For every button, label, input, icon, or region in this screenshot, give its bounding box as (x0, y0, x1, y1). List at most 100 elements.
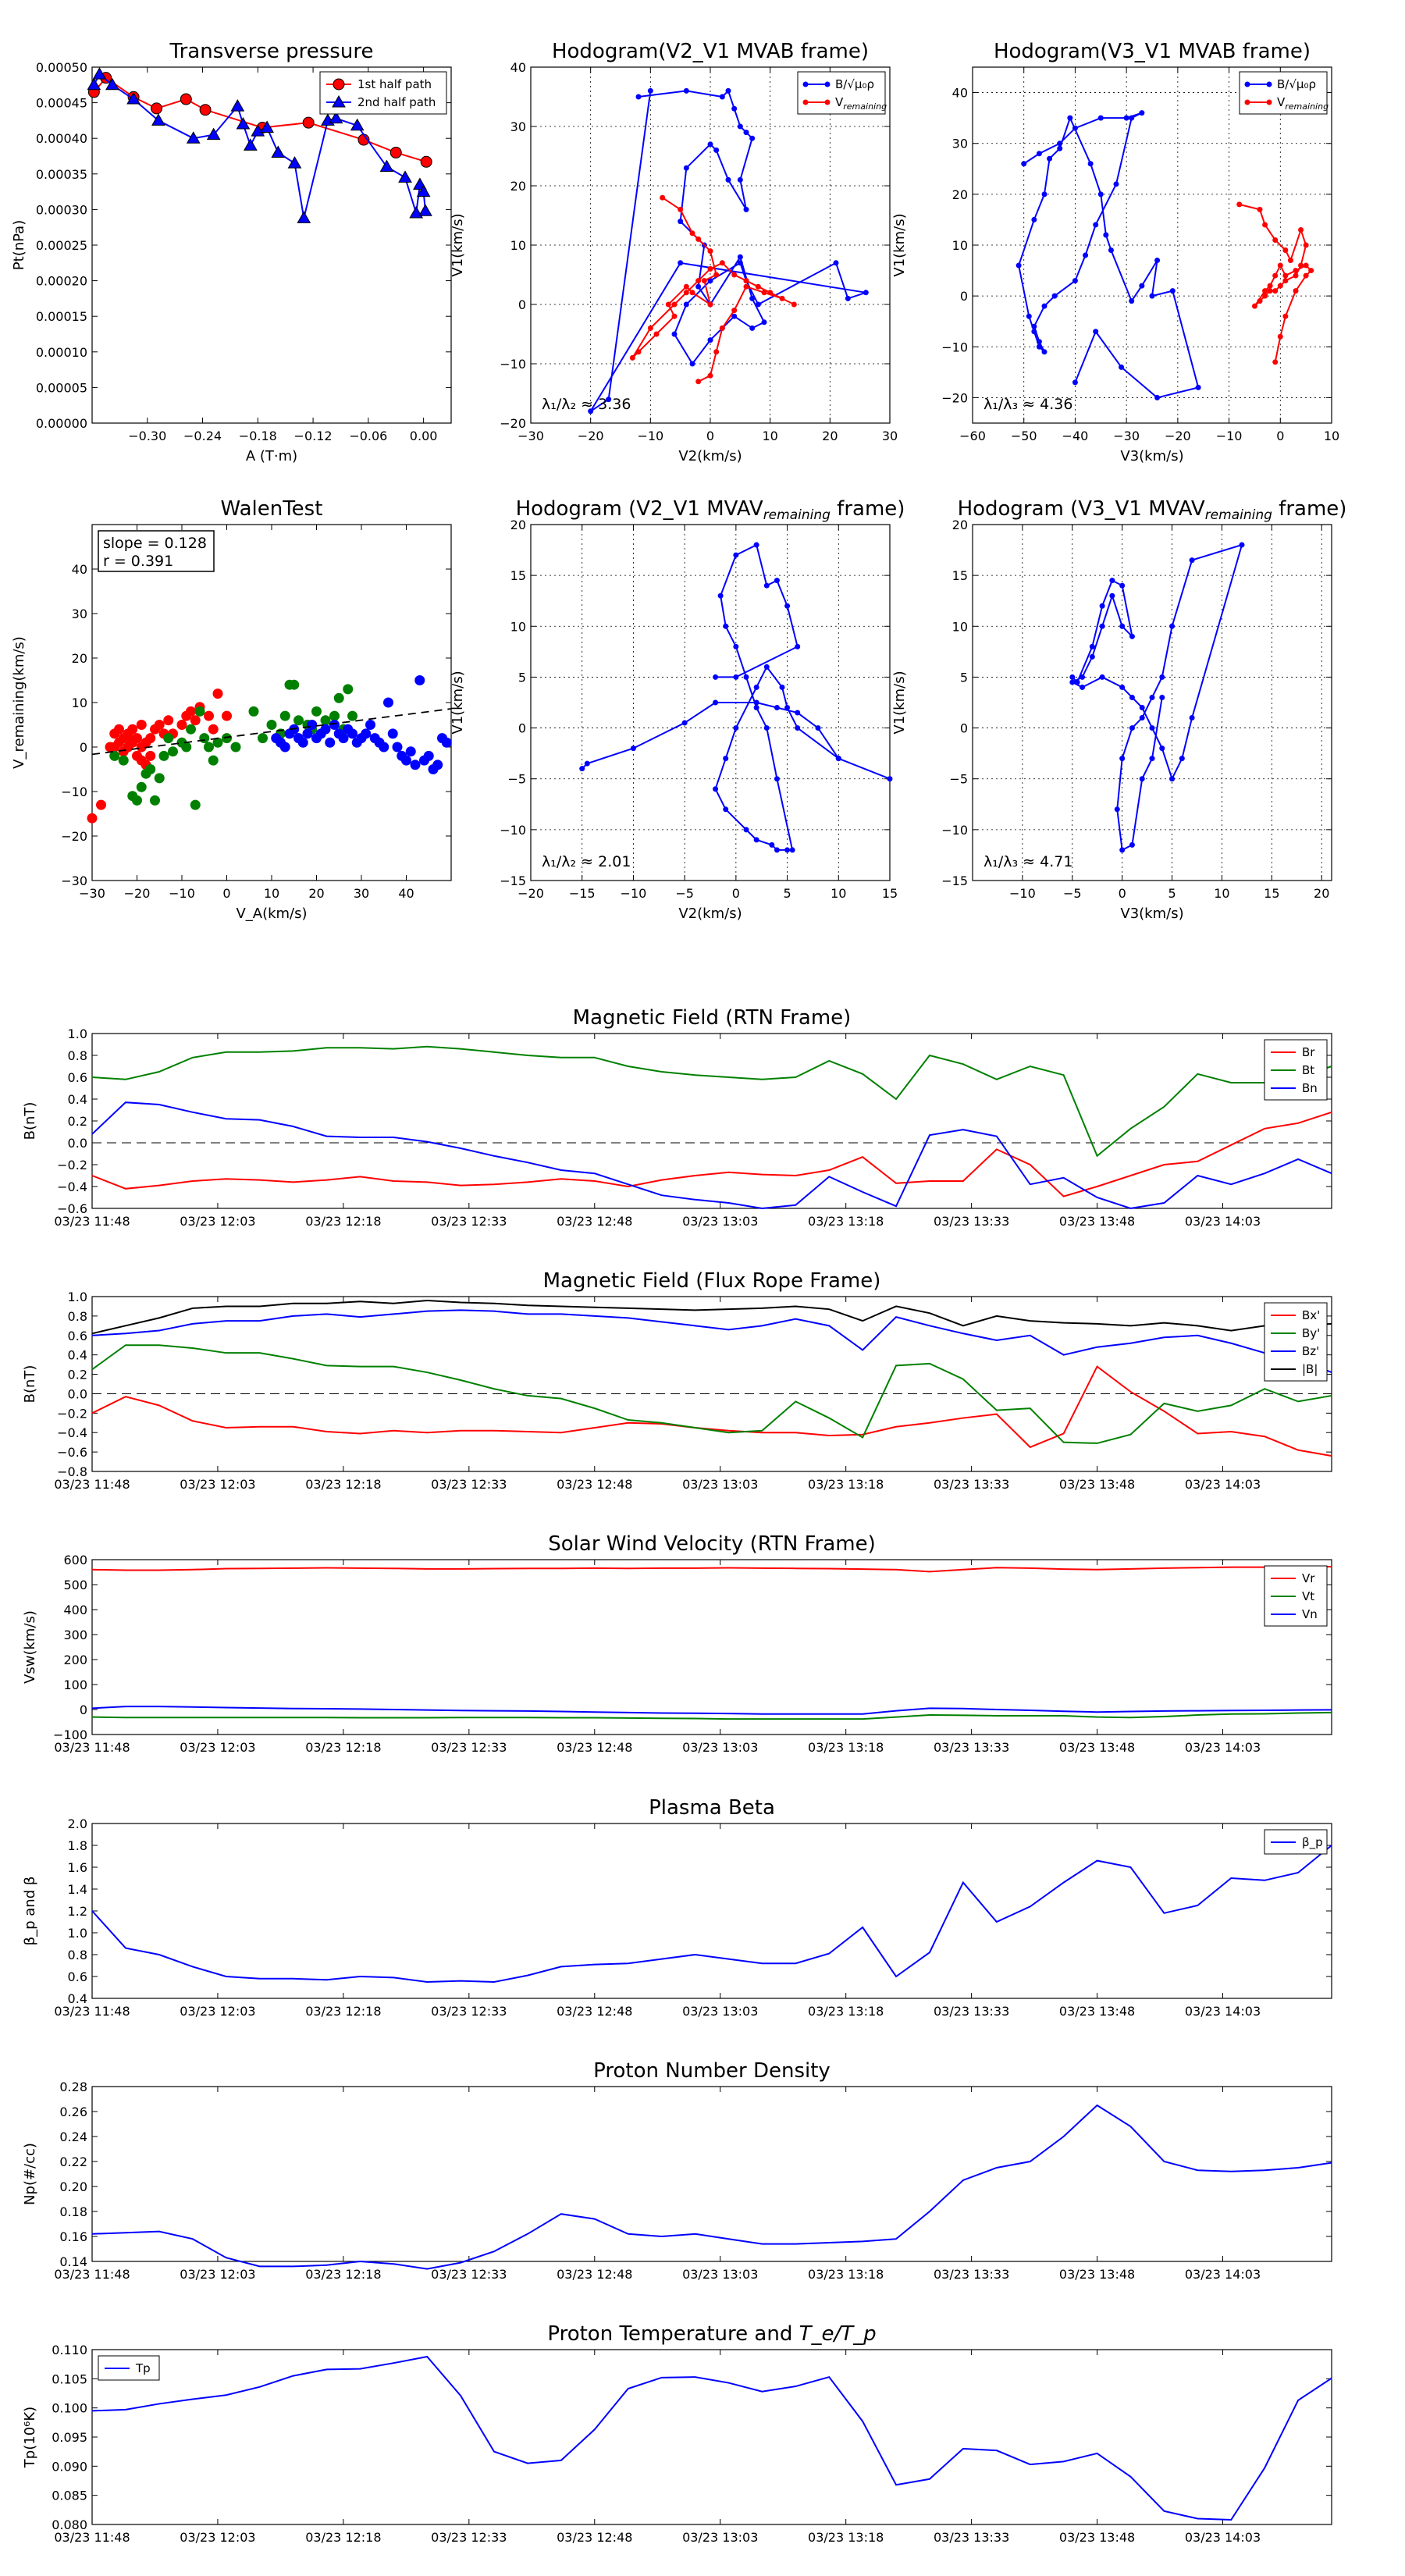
data-point (713, 699, 719, 706)
series-line (91, 1045, 1332, 1158)
data-point (387, 728, 398, 739)
y-tick-label: 0.8 (68, 1309, 87, 1324)
fit-line (91, 708, 452, 756)
x-tick-label: 03/23 12:03 (180, 1740, 255, 1755)
y-tick-label: 0 (518, 297, 526, 312)
y-axis-label: Np(#/cc) (22, 2143, 38, 2205)
data-point (186, 706, 196, 717)
y-tick-label: −10 (500, 823, 526, 838)
data-point (713, 147, 720, 153)
data-point (297, 211, 311, 223)
data-point (279, 710, 290, 721)
x-tick-label: −20 (124, 886, 151, 901)
x-tick-label: 20 (1314, 886, 1329, 901)
data-point (145, 733, 156, 744)
data-point (87, 77, 101, 91)
x-tick-label: 03/23 11:48 (54, 1477, 130, 1492)
x-axis-label: V3(km/s) (1120, 906, 1183, 922)
x-tick-label: −30 (1113, 429, 1140, 443)
x-tick-label: 10 (264, 886, 279, 901)
data-point (1036, 343, 1042, 350)
data-point (795, 710, 801, 716)
legend-marker (332, 94, 346, 108)
data-point (1057, 145, 1063, 151)
data-point (779, 295, 785, 301)
plot-frame (91, 524, 452, 881)
data-point (136, 781, 147, 792)
legend-label: Br (1302, 1045, 1315, 1059)
series-line (631, 197, 795, 382)
data-point (1119, 756, 1126, 762)
data-point (289, 679, 300, 690)
timeseries-2: Magnetic Field (Flux Rope Frame) 03/23 11… (22, 1269, 1332, 1492)
data-point (1272, 359, 1279, 365)
x-tick-label: −0.12 (294, 429, 333, 443)
y-tick-label: 15 (510, 568, 526, 583)
data-point (1108, 247, 1114, 254)
data-point (719, 94, 725, 100)
data-point (753, 684, 759, 690)
y-tick-label: 0.00050 (36, 60, 87, 75)
data-point (588, 408, 594, 415)
x-tick-label: 03/23 12:03 (180, 2004, 255, 2019)
data-point (208, 724, 219, 735)
y-tick-label: 0.22 (59, 2154, 87, 2169)
data-point (683, 87, 689, 94)
data-point (678, 206, 684, 212)
data-point (671, 301, 678, 308)
x-tick-label: 03/23 13:33 (934, 2530, 1009, 2545)
series-line (93, 73, 426, 219)
y-tick-label: −0.8 (57, 1464, 87, 1479)
data-point (723, 623, 729, 629)
slope-label: slope = 0.128 (103, 535, 207, 552)
legend-label: Bn (1302, 1081, 1318, 1095)
y-axis-label: B(nT) (22, 1365, 38, 1404)
x-tick-label: 03/23 13:03 (682, 1214, 758, 1229)
data-point (398, 170, 412, 183)
chart-4: WalenTest −30 −20 −10 0 10 20 30 40 −30 −20 −10 0 10 2… (11, 497, 452, 922)
chart-title: Proton Number Density (593, 2059, 831, 2083)
legend-label: Vr (1302, 1571, 1315, 1585)
data-point (1282, 278, 1289, 284)
data-point (689, 361, 695, 367)
data-point (1262, 288, 1268, 294)
y-tick-label: 5 (960, 670, 968, 685)
data-point (753, 699, 759, 706)
data-point (647, 325, 653, 331)
data-point (307, 720, 318, 730)
data-point (1282, 313, 1289, 319)
x-tick-label: 03/23 13:18 (808, 2267, 884, 2282)
x-tick-label: 03/23 13:33 (934, 1477, 1009, 1492)
data-point (737, 123, 743, 130)
y-tick-label: 20 (510, 179, 526, 194)
data-point (1089, 653, 1095, 660)
legend-marker (1244, 81, 1250, 87)
legend-marker (824, 81, 831, 87)
eigen-ratio-label: λ₁/λ₂ ≈ 2.01 (542, 853, 631, 870)
y-tick-label: 0.26 (59, 2105, 87, 2119)
data-point (1149, 293, 1155, 299)
y-tick-label: −0.6 (57, 1201, 87, 1216)
y-tick-label: 0.00035 (36, 167, 87, 182)
y-tick-label: 0.00020 (36, 274, 87, 289)
x-tick-label: 30 (354, 886, 369, 901)
y-tick-label: 200 (63, 1653, 87, 1667)
x-tick-label: 03/23 13:18 (808, 1214, 884, 1229)
data-point (163, 733, 174, 744)
y-tick-label: 20 (72, 651, 87, 666)
data-point (302, 728, 313, 739)
x-tick-label: −15 (569, 886, 596, 901)
data-point (1293, 272, 1299, 279)
y-tick-label: 40 (72, 562, 87, 577)
y-tick-label: 1.0 (68, 1290, 87, 1304)
timeseries-3: Solar Wind Velocity (RTN Frame) 03/23 11:… (22, 1532, 1332, 1755)
y-tick-label: 20 (952, 187, 968, 202)
data-point (212, 737, 223, 748)
data-point (701, 278, 707, 284)
data-point (190, 715, 201, 726)
data-point (707, 301, 713, 308)
data-point (795, 643, 801, 649)
x-tick-label: 03/23 13:03 (682, 2004, 758, 2019)
y-tick-label: 0.4 (68, 1092, 87, 1107)
data-point (1159, 694, 1165, 700)
